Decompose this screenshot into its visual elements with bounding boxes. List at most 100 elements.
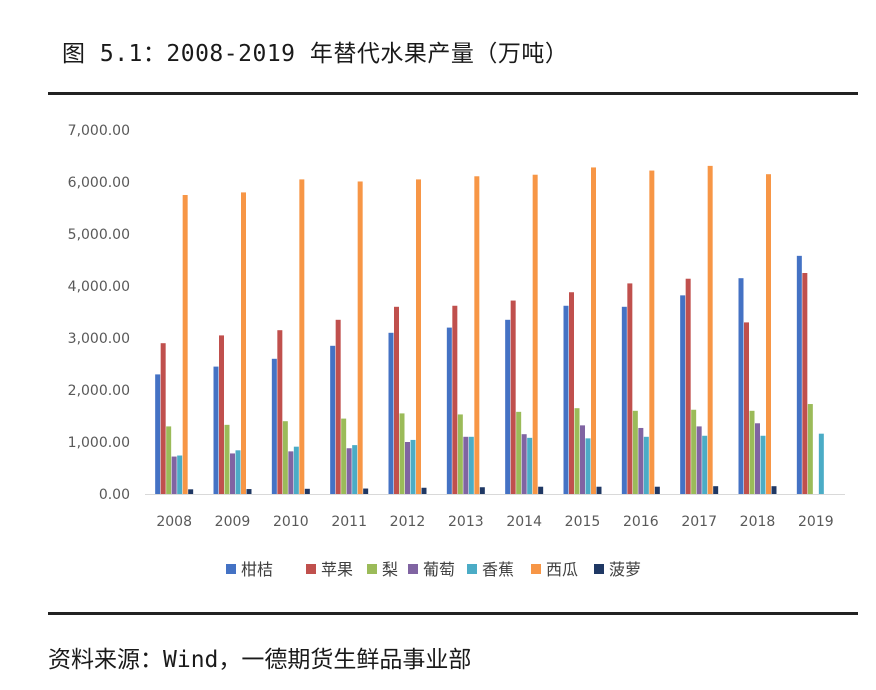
bar-2008-0 — [155, 374, 161, 494]
bar-2009-4 — [235, 450, 241, 494]
bar-2013-4 — [468, 436, 474, 494]
legend-swatch — [367, 564, 377, 574]
bar-2016-0 — [621, 306, 627, 494]
bar-2009-5 — [241, 192, 246, 494]
bar-2010-6 — [304, 488, 310, 494]
bar-2009-0 — [213, 366, 219, 494]
bar-2015-6 — [596, 486, 602, 494]
bar-2014-2 — [516, 411, 522, 494]
bar-2008-6 — [188, 489, 194, 494]
x-tick-label: 2018 — [740, 514, 776, 530]
bar-2018-4 — [760, 435, 766, 494]
x-tick-label: 2017 — [681, 514, 717, 530]
legend: 柑桔 苹果 梨 葡萄 香蕉 西瓜 菠萝 — [226, 560, 641, 579]
bar-2015-3 — [580, 425, 585, 494]
bar-2016-2 — [632, 410, 638, 494]
x-tick-label: 2019 — [798, 514, 834, 530]
bar-2014-1 — [510, 300, 516, 494]
bar-2013-1 — [452, 305, 458, 494]
y-axis: 0.00 1,000.00 2,000.00 3,000.00 4,000.00 5,00… — [68, 123, 130, 503]
bar-2018-1 — [744, 322, 749, 494]
y-tick-label: 7,000.00 — [68, 123, 130, 139]
legend-label: 菠萝 — [609, 560, 641, 579]
bar-2013-0 — [446, 327, 452, 494]
bar-2015-1 — [569, 292, 574, 494]
bar-2008-4 — [177, 455, 183, 494]
bar-2011-4 — [352, 445, 358, 494]
legend-label: 香蕉 — [482, 560, 514, 579]
legend-swatch — [226, 564, 236, 574]
bar-2009-6 — [246, 489, 252, 494]
bar-2014-5 — [532, 174, 538, 494]
bar-2011-1 — [335, 319, 341, 494]
bar-2010-2 — [282, 421, 288, 494]
bar-2016-1 — [627, 283, 633, 494]
legend-swatch — [408, 564, 418, 574]
legend-swatch — [306, 564, 316, 574]
bar-2019-2 — [807, 404, 813, 494]
bar-2017-4 — [702, 435, 708, 494]
source-note: 资料来源：Wind，一德期货生鲜品事业部 — [48, 647, 472, 673]
bar-2010-4 — [293, 446, 299, 494]
bar-2011-3 — [346, 448, 352, 494]
bar-2018-6 — [771, 486, 777, 494]
bar-2012-2 — [399, 413, 405, 494]
legend-swatch — [594, 564, 604, 574]
x-tick-label: 2012 — [390, 514, 426, 530]
bottom-rule — [48, 612, 858, 615]
bar-2014-3 — [521, 434, 527, 494]
x-tick-label: 2016 — [623, 514, 659, 530]
legend-label: 西瓜 — [546, 560, 578, 579]
bar-2015-0 — [563, 305, 569, 494]
bar-2017-3 — [696, 426, 702, 494]
bar-2017-2 — [691, 409, 697, 494]
legend-label: 葡萄 — [423, 560, 455, 579]
bar-2019-1 — [802, 273, 808, 494]
bar-2009-2 — [224, 424, 230, 494]
bar-2014-4 — [527, 437, 533, 494]
bar-2016-5 — [649, 170, 655, 494]
y-tick-label: 2,000.00 — [68, 383, 130, 399]
x-tick-label: 2009 — [215, 514, 251, 530]
top-rule — [48, 92, 858, 95]
bar-2016-4 — [643, 436, 649, 494]
y-tick-label: 5,000.00 — [68, 227, 130, 243]
bar-2011-2 — [341, 418, 347, 494]
legend-label: 梨 — [382, 560, 398, 579]
bar-2013-2 — [457, 414, 463, 494]
bar-2013-3 — [463, 436, 469, 494]
bar-2008-1 — [160, 343, 166, 494]
x-tick-label: 2008 — [156, 514, 192, 530]
bar-2011-5 — [357, 181, 363, 495]
y-tick-label: 3,000.00 — [68, 331, 130, 347]
bar-2013-5 — [474, 176, 480, 494]
legend-swatch — [467, 564, 477, 574]
bar-2017-5 — [707, 165, 713, 494]
x-tick-label: 2015 — [565, 514, 601, 530]
bar-2013-6 — [479, 487, 485, 494]
bar-2012-3 — [405, 442, 410, 494]
bar-2018-5 — [766, 174, 771, 494]
bar-2018-3 — [755, 423, 760, 494]
bar-2009-1 — [219, 335, 224, 494]
bars-group — [155, 165, 824, 495]
figure-title: 图 5.1：2008-2019 年替代水果产量（万吨） — [62, 41, 569, 67]
bar-2015-2 — [574, 408, 580, 494]
bar-2016-6 — [654, 486, 660, 494]
x-tick-label: 2011 — [331, 514, 367, 530]
x-tick-label: 2014 — [506, 514, 542, 530]
legend-label: 苹果 — [321, 560, 353, 579]
bar-2010-5 — [299, 179, 305, 494]
bar-2012-6 — [421, 487, 427, 494]
bar-2008-5 — [182, 195, 188, 494]
y-tick-label: 6,000.00 — [68, 175, 130, 191]
bar-2012-5 — [416, 179, 421, 494]
y-tick-label: 0.00 — [99, 487, 130, 503]
y-tick-label: 1,000.00 — [68, 435, 130, 451]
bar-chart: 0.00 1,000.00 2,000.00 3,000.00 4,000.00 5,00… — [68, 123, 845, 579]
bar-2019-0 — [796, 255, 802, 494]
bar-2008-2 — [166, 426, 172, 494]
bar-2010-1 — [277, 330, 283, 494]
y-tick-label: 4,000.00 — [68, 279, 130, 295]
x-tick-label: 2010 — [273, 514, 309, 530]
